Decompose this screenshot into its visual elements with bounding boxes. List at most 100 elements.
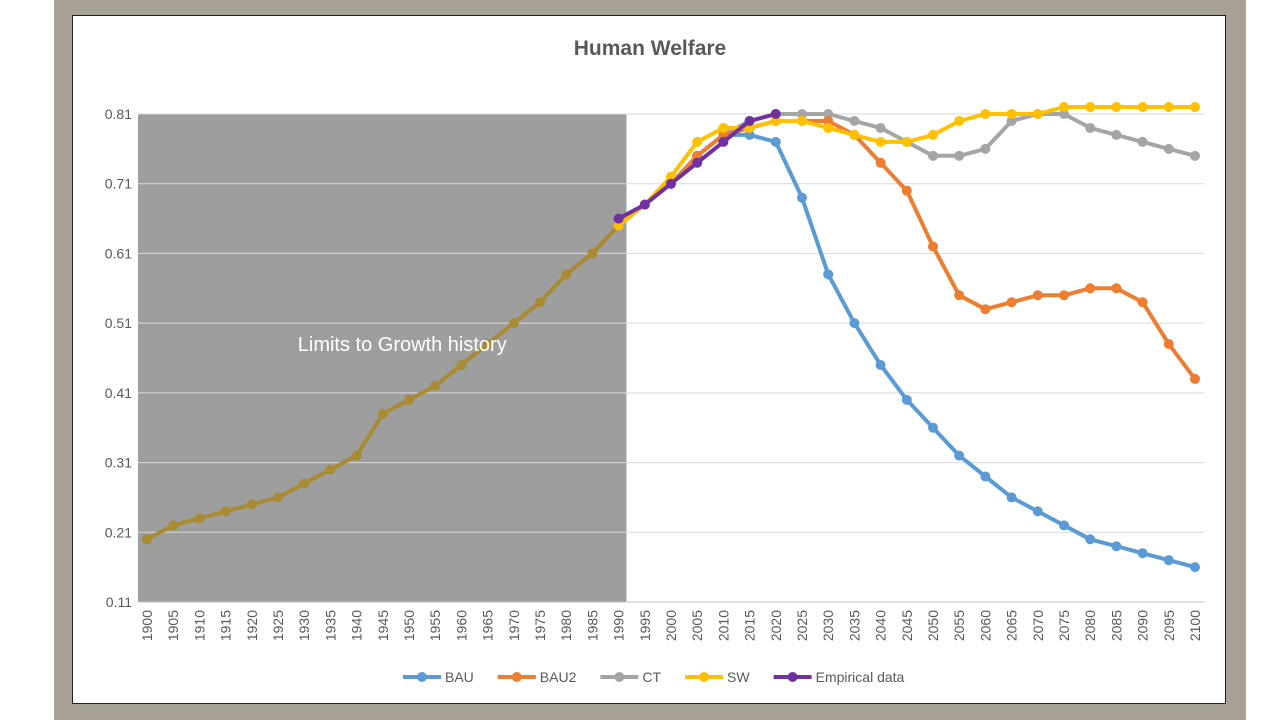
x-tick-label: 2065: [1004, 610, 1020, 641]
chart-panel: Human Welfare 0.81 0.71 0.61 0.51 0.41 0.31 0.…: [72, 15, 1226, 704]
data-point: [482, 339, 493, 350]
legend-item: BAU: [403, 669, 474, 685]
data-point: [430, 380, 441, 391]
x-tick-label: 1950: [401, 610, 417, 641]
data-point: [770, 115, 781, 126]
series-history: [142, 220, 624, 545]
series-bau: [613, 129, 1200, 573]
x-tick-label: 1910: [191, 610, 207, 641]
data-point: [744, 115, 755, 126]
data-point: [1137, 297, 1148, 308]
data-point: [1111, 283, 1122, 294]
data-point: [613, 220, 624, 231]
data-point: [1006, 492, 1017, 503]
data-point: [325, 464, 336, 475]
x-tick-label: 1925: [270, 610, 286, 641]
data-point: [351, 450, 362, 461]
data-point: [797, 109, 807, 119]
series-line: [616, 112, 1197, 228]
data-point: [1137, 136, 1148, 147]
data-point: [1085, 122, 1096, 133]
data-point: [823, 122, 834, 133]
data-point: [508, 318, 519, 329]
data-point: [849, 318, 860, 329]
x-tick-label: 2100: [1187, 610, 1203, 641]
data-point: [875, 157, 886, 168]
data-point: [142, 534, 152, 545]
data-point: [1137, 548, 1148, 559]
data-point: [1032, 506, 1043, 517]
data-point: [1032, 109, 1043, 119]
data-point: [928, 129, 938, 140]
x-tick-label: 2090: [1135, 610, 1151, 641]
y-tick-label: 0.71: [105, 176, 132, 192]
data-point: [744, 129, 755, 140]
data-point: [1111, 129, 1122, 140]
x-tick-label: 2080: [1082, 610, 1098, 641]
data-point: [1190, 150, 1200, 161]
data-point: [639, 199, 650, 210]
series-line: [616, 105, 1197, 228]
data-point: [1111, 102, 1122, 113]
data-point: [823, 109, 834, 119]
data-point: [1163, 102, 1174, 113]
data-point: [1006, 109, 1017, 119]
x-tick-label: 1900: [139, 610, 155, 641]
data-point: [849, 129, 860, 140]
x-tick-label: 1980: [558, 610, 574, 641]
data-point: [823, 269, 834, 280]
legend-item: BAU2: [497, 669, 577, 685]
legend-swatch-marker: [417, 672, 427, 682]
x-tick-label: 1985: [584, 610, 600, 641]
data-point: [1163, 555, 1174, 566]
data-point: [1190, 102, 1200, 113]
history-region-label: Limits to Growth history: [298, 334, 507, 356]
data-point: [1059, 102, 1069, 113]
x-tick-label: 1905: [165, 610, 181, 641]
data-point: [587, 248, 598, 259]
legend-label: SW: [727, 669, 750, 685]
series-line: [616, 119, 1197, 381]
data-point: [980, 304, 991, 315]
data-point: [980, 471, 991, 482]
y-tick-label: 0.41: [105, 385, 132, 401]
data-point: [901, 185, 912, 196]
data-point: [194, 513, 205, 524]
x-tick-label: 2055: [951, 610, 967, 641]
x-tick-label: 1960: [453, 610, 469, 641]
data-point: [1085, 534, 1096, 545]
x-tick-label: 2000: [663, 610, 679, 641]
data-point: [273, 492, 283, 503]
data-point: [1085, 102, 1096, 113]
x-tick-label: 1955: [427, 610, 443, 641]
data-point: [404, 394, 414, 405]
legend-item: Empirical data: [773, 669, 905, 685]
legend-label: Empirical data: [816, 669, 905, 685]
data-point: [1059, 109, 1069, 119]
y-tick-label: 0.21: [105, 524, 132, 540]
legend-swatch-marker: [699, 672, 710, 682]
data-point: [797, 192, 807, 203]
data-point: [1059, 520, 1069, 531]
data-point: [849, 115, 860, 126]
data-point: [718, 122, 729, 133]
x-tick-label: 1995: [637, 610, 653, 641]
legend-swatch-marker: [614, 672, 625, 682]
x-tick-label: 2060: [977, 610, 993, 641]
data-point: [980, 143, 991, 154]
x-tick-label: 2015: [742, 610, 758, 641]
data-point: [954, 450, 965, 461]
data-point: [1190, 562, 1200, 573]
x-tick-label: 2075: [1056, 610, 1072, 641]
legend-item: CT: [600, 669, 661, 685]
x-tick-label: 2095: [1161, 610, 1177, 641]
data-point: [246, 499, 257, 510]
data-point: [1085, 283, 1096, 294]
legend-swatch-marker: [511, 672, 522, 682]
x-tick-label: 2025: [794, 610, 810, 641]
x-tick-label: 2035: [846, 610, 862, 641]
data-point: [561, 269, 572, 280]
data-point: [692, 136, 703, 147]
data-point: [168, 520, 179, 531]
data-point: [901, 136, 912, 147]
